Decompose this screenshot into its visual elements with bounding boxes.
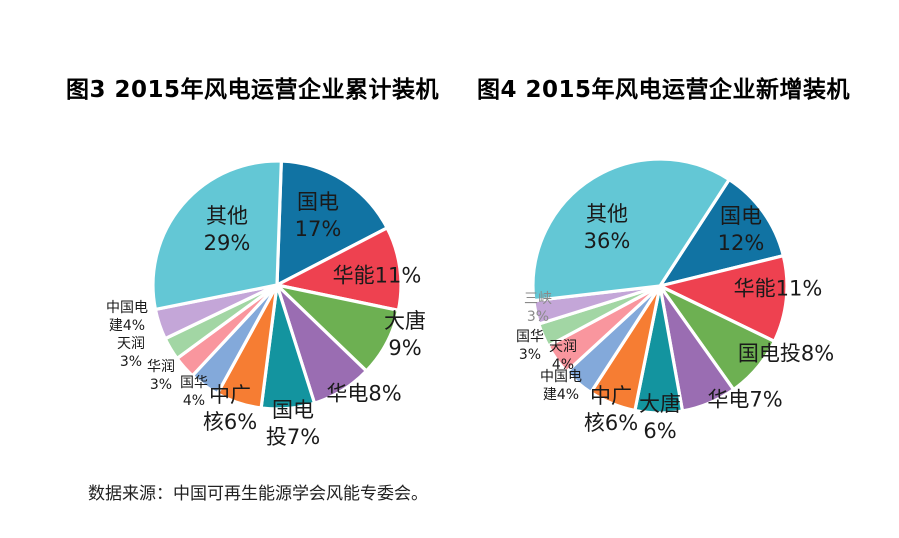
chart3-title: 图3 2015年风电运营企业累计装机: [66, 77, 440, 103]
pie4-slice-1: [658, 254, 789, 343]
chart4-title: 图4 2015年风电运营企业新增装机: [477, 77, 851, 103]
pie4-slice-10: [531, 157, 731, 303]
pie3-slice-0: [275, 159, 389, 287]
pie3-slice-1: [275, 226, 403, 312]
source-note: 数据来源：中国可再生能源学会风能专委会。: [88, 484, 428, 504]
pie4-slice-0: [658, 177, 785, 288]
pie3-slice-10: [151, 159, 283, 312]
